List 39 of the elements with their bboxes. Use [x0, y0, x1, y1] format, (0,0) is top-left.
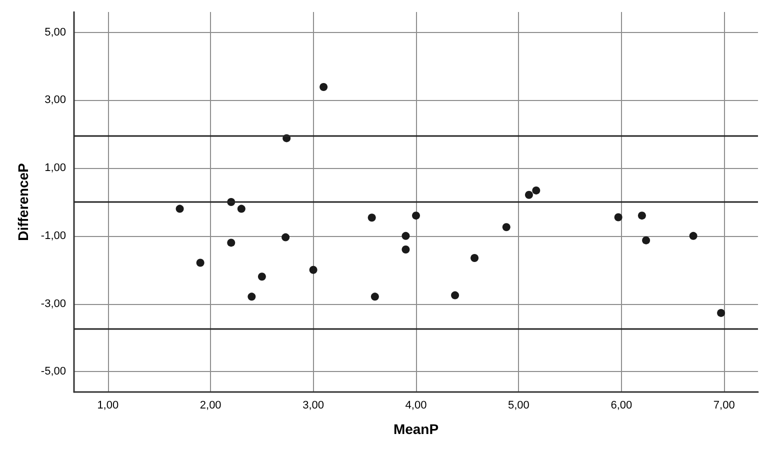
x-tick-label: 1,00 [97, 400, 119, 412]
point [368, 214, 376, 222]
point [614, 213, 622, 222]
point [402, 232, 410, 240]
point [370, 292, 379, 301]
point [320, 82, 328, 91]
point [176, 204, 184, 213]
point [717, 308, 726, 317]
point [470, 254, 479, 262]
point [638, 212, 646, 220]
point [282, 233, 290, 242]
point [402, 246, 410, 254]
point [248, 292, 256, 301]
point [642, 236, 650, 244]
y-axis-title: DifferenceP [15, 163, 31, 241]
y-tick-label: -3,00 [40, 298, 66, 310]
point [227, 238, 236, 247]
point [258, 272, 266, 281]
x-tick-label: 7,00 [713, 400, 735, 412]
point [502, 223, 510, 232]
point [237, 204, 246, 213]
point [309, 266, 318, 274]
point [412, 212, 420, 220]
x-tick-label: 6,00 [610, 400, 632, 412]
point [532, 186, 540, 194]
y-tick-label: 5,00 [44, 26, 66, 38]
x-tick-label: 5,00 [508, 400, 530, 412]
y-tick-label: 1,00 [44, 162, 66, 174]
point [196, 258, 204, 267]
point [689, 232, 698, 240]
y-tick-label: -5,00 [40, 366, 66, 378]
x-axis-title: MeanP [393, 421, 439, 437]
y-tick-label: 3,00 [44, 94, 66, 106]
point [524, 190, 533, 199]
x-tick-label: 4,00 [405, 400, 427, 412]
x-tick-label: 2,00 [200, 400, 222, 412]
y-tick-label: -1,00 [40, 230, 66, 242]
x-tick-label: 3,00 [302, 400, 324, 412]
point [451, 291, 460, 300]
